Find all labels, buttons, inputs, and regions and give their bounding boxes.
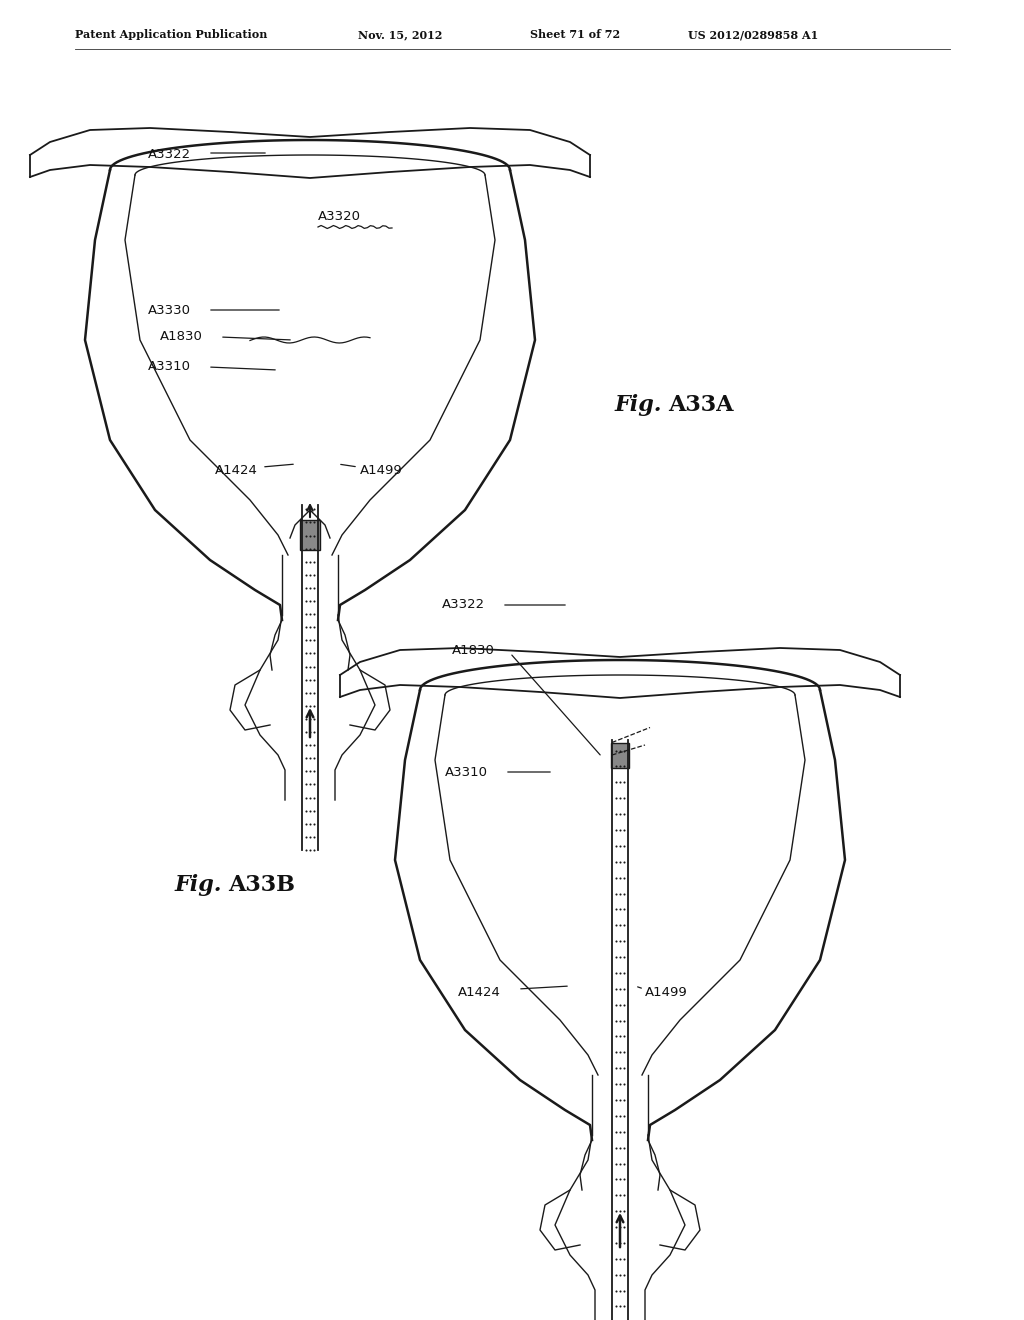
Text: A3322: A3322: [148, 149, 191, 161]
Text: A3330: A3330: [148, 304, 191, 317]
Text: US 2012/0289858 A1: US 2012/0289858 A1: [688, 29, 818, 41]
Bar: [300, 520, 319, 550]
Text: A1499: A1499: [360, 463, 402, 477]
Text: Nov. 15, 2012: Nov. 15, 2012: [358, 29, 442, 41]
Text: A3322: A3322: [442, 598, 485, 611]
Text: A1499: A1499: [645, 986, 688, 998]
Text: Patent Application Publication: Patent Application Publication: [75, 29, 267, 41]
Text: A1830: A1830: [160, 330, 203, 343]
Text: A3320: A3320: [318, 210, 361, 223]
Text: Fig.: Fig.: [615, 393, 663, 416]
Text: A3310: A3310: [445, 766, 488, 779]
Text: A1830: A1830: [452, 644, 495, 656]
Text: A1424: A1424: [458, 986, 501, 998]
Text: Fig.: Fig.: [175, 874, 222, 896]
Text: Sheet 71 of 72: Sheet 71 of 72: [530, 29, 621, 41]
Text: A33A: A33A: [668, 393, 733, 416]
Text: A3310: A3310: [148, 360, 191, 374]
Bar: [611, 742, 629, 767]
Text: A1424: A1424: [215, 463, 258, 477]
Text: A33B: A33B: [228, 874, 295, 896]
